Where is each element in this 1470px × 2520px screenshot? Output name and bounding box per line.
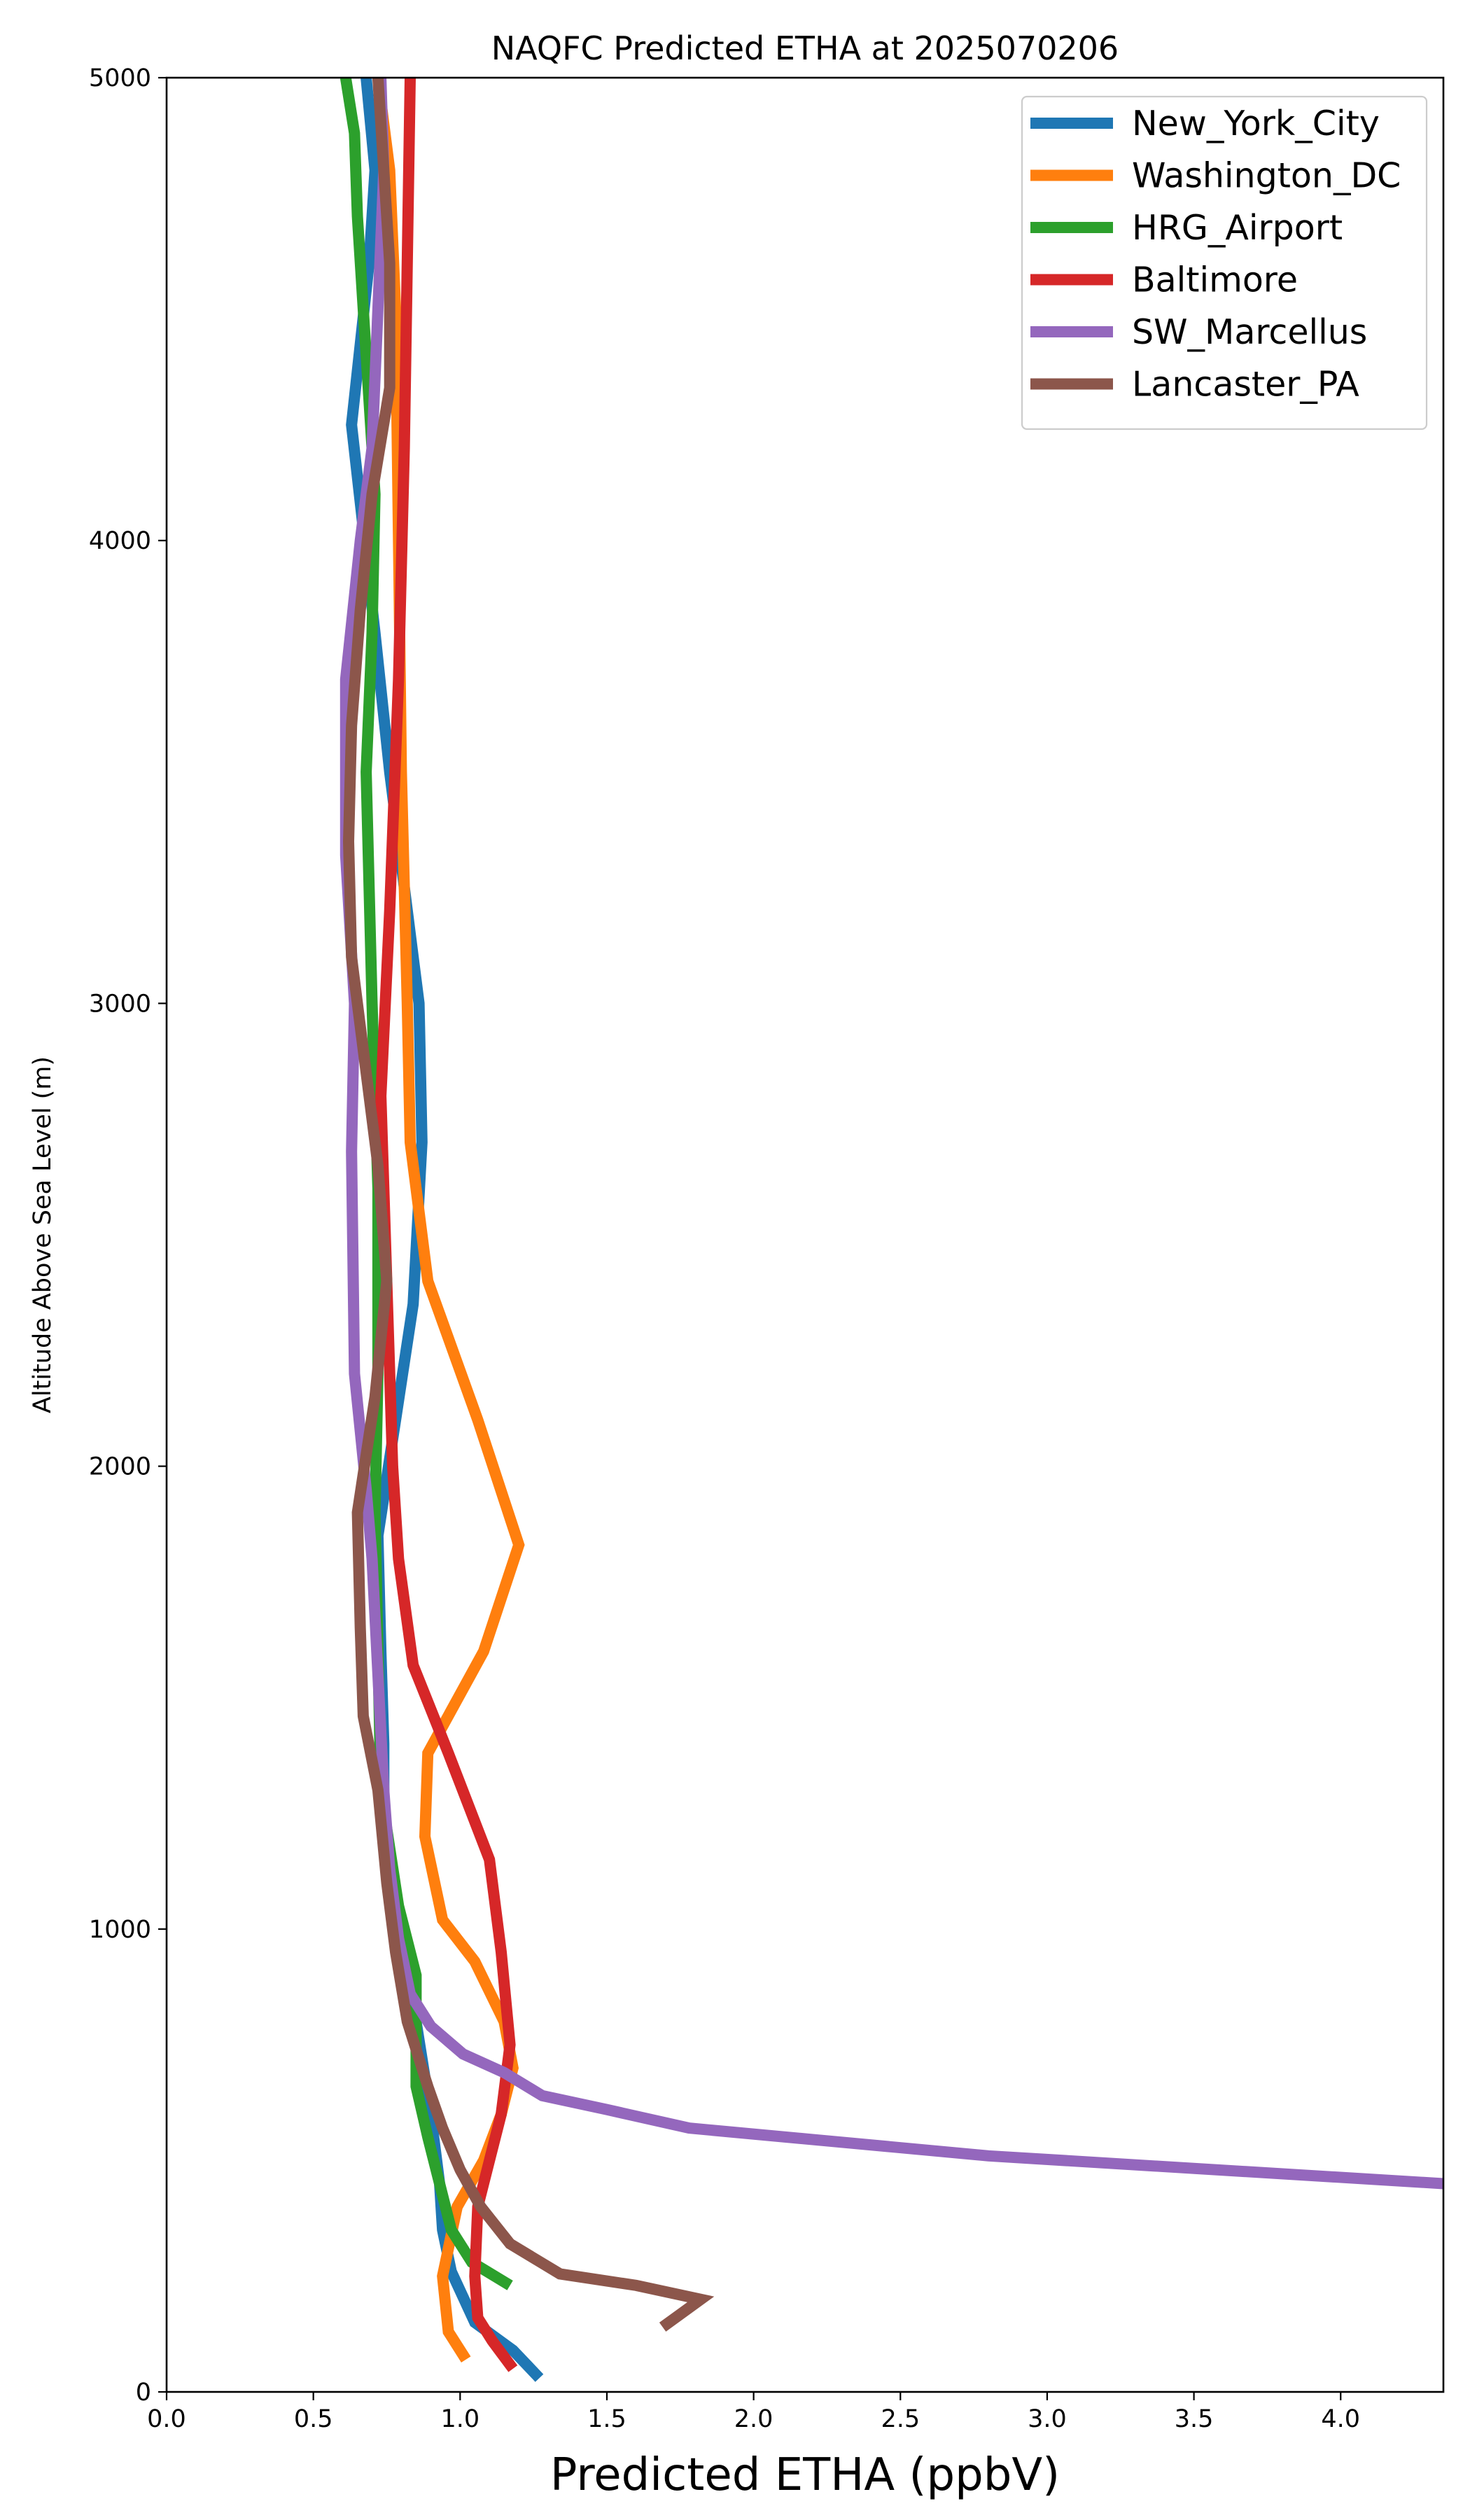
- series-line-sw-marcellus: [340, 78, 1443, 2190]
- legend-box: [1021, 95, 1428, 430]
- x-tick-label: 4.0: [1321, 2405, 1360, 2433]
- y-tick-label: 2000: [89, 1453, 151, 1481]
- x-axis-label: Predicted ETHA (ppbV): [550, 2449, 1060, 2501]
- legend-label-lancaster-pa: Lancaster_PA: [1132, 365, 1359, 405]
- legend-label-hrg-airport: HRG_Airport: [1132, 208, 1343, 248]
- plot-frame: [165, 76, 1445, 2393]
- x-axis: 0.0 0.5 1.0 1.5 2.0 2.5 3.0 3.5 4.0: [147, 2392, 1360, 2433]
- legend-label-sw-marcellus: SW_Marcellus: [1132, 312, 1367, 352]
- series-layer: [340, 78, 1443, 2382]
- y-tick-label: 4000: [89, 527, 151, 555]
- legend-label-baltimore: Baltimore: [1132, 260, 1298, 300]
- y-tick-label: 5000: [89, 64, 151, 92]
- x-tick-label: 0.0: [147, 2405, 186, 2433]
- x-tick-label: 2.0: [734, 2405, 774, 2433]
- series-line-baltimore: [375, 78, 518, 2372]
- x-tick-label: 1.0: [440, 2405, 479, 2433]
- y-tick-label: 1000: [89, 1916, 151, 1944]
- chart-title: NAQFC Predicted ETHA at 2025070206: [491, 29, 1119, 67]
- y-axis: 0 1000 2000 3000 4000 5000: [89, 64, 167, 2407]
- y-tick-label: 0: [136, 2379, 151, 2407]
- x-tick-label: 3.0: [1028, 2405, 1067, 2433]
- series-line-lancaster-pa: [342, 78, 715, 2332]
- legend-label-new-york-city: New_York_City: [1132, 104, 1380, 144]
- legend: New_York_City Washington_DC HRG_Airport Bal…: [1021, 95, 1428, 430]
- x-tick-label: 0.5: [294, 2405, 333, 2433]
- x-tick-label: 1.5: [587, 2405, 626, 2433]
- y-tick-label: 3000: [89, 990, 151, 1018]
- x-tick-label: 2.5: [881, 2405, 920, 2433]
- legend-label-washington-dc: Washington_DC: [1132, 156, 1401, 196]
- x-tick-label: 3.5: [1175, 2405, 1214, 2433]
- y-axis-label: Altitude Above Sea Level (m): [29, 1056, 57, 1413]
